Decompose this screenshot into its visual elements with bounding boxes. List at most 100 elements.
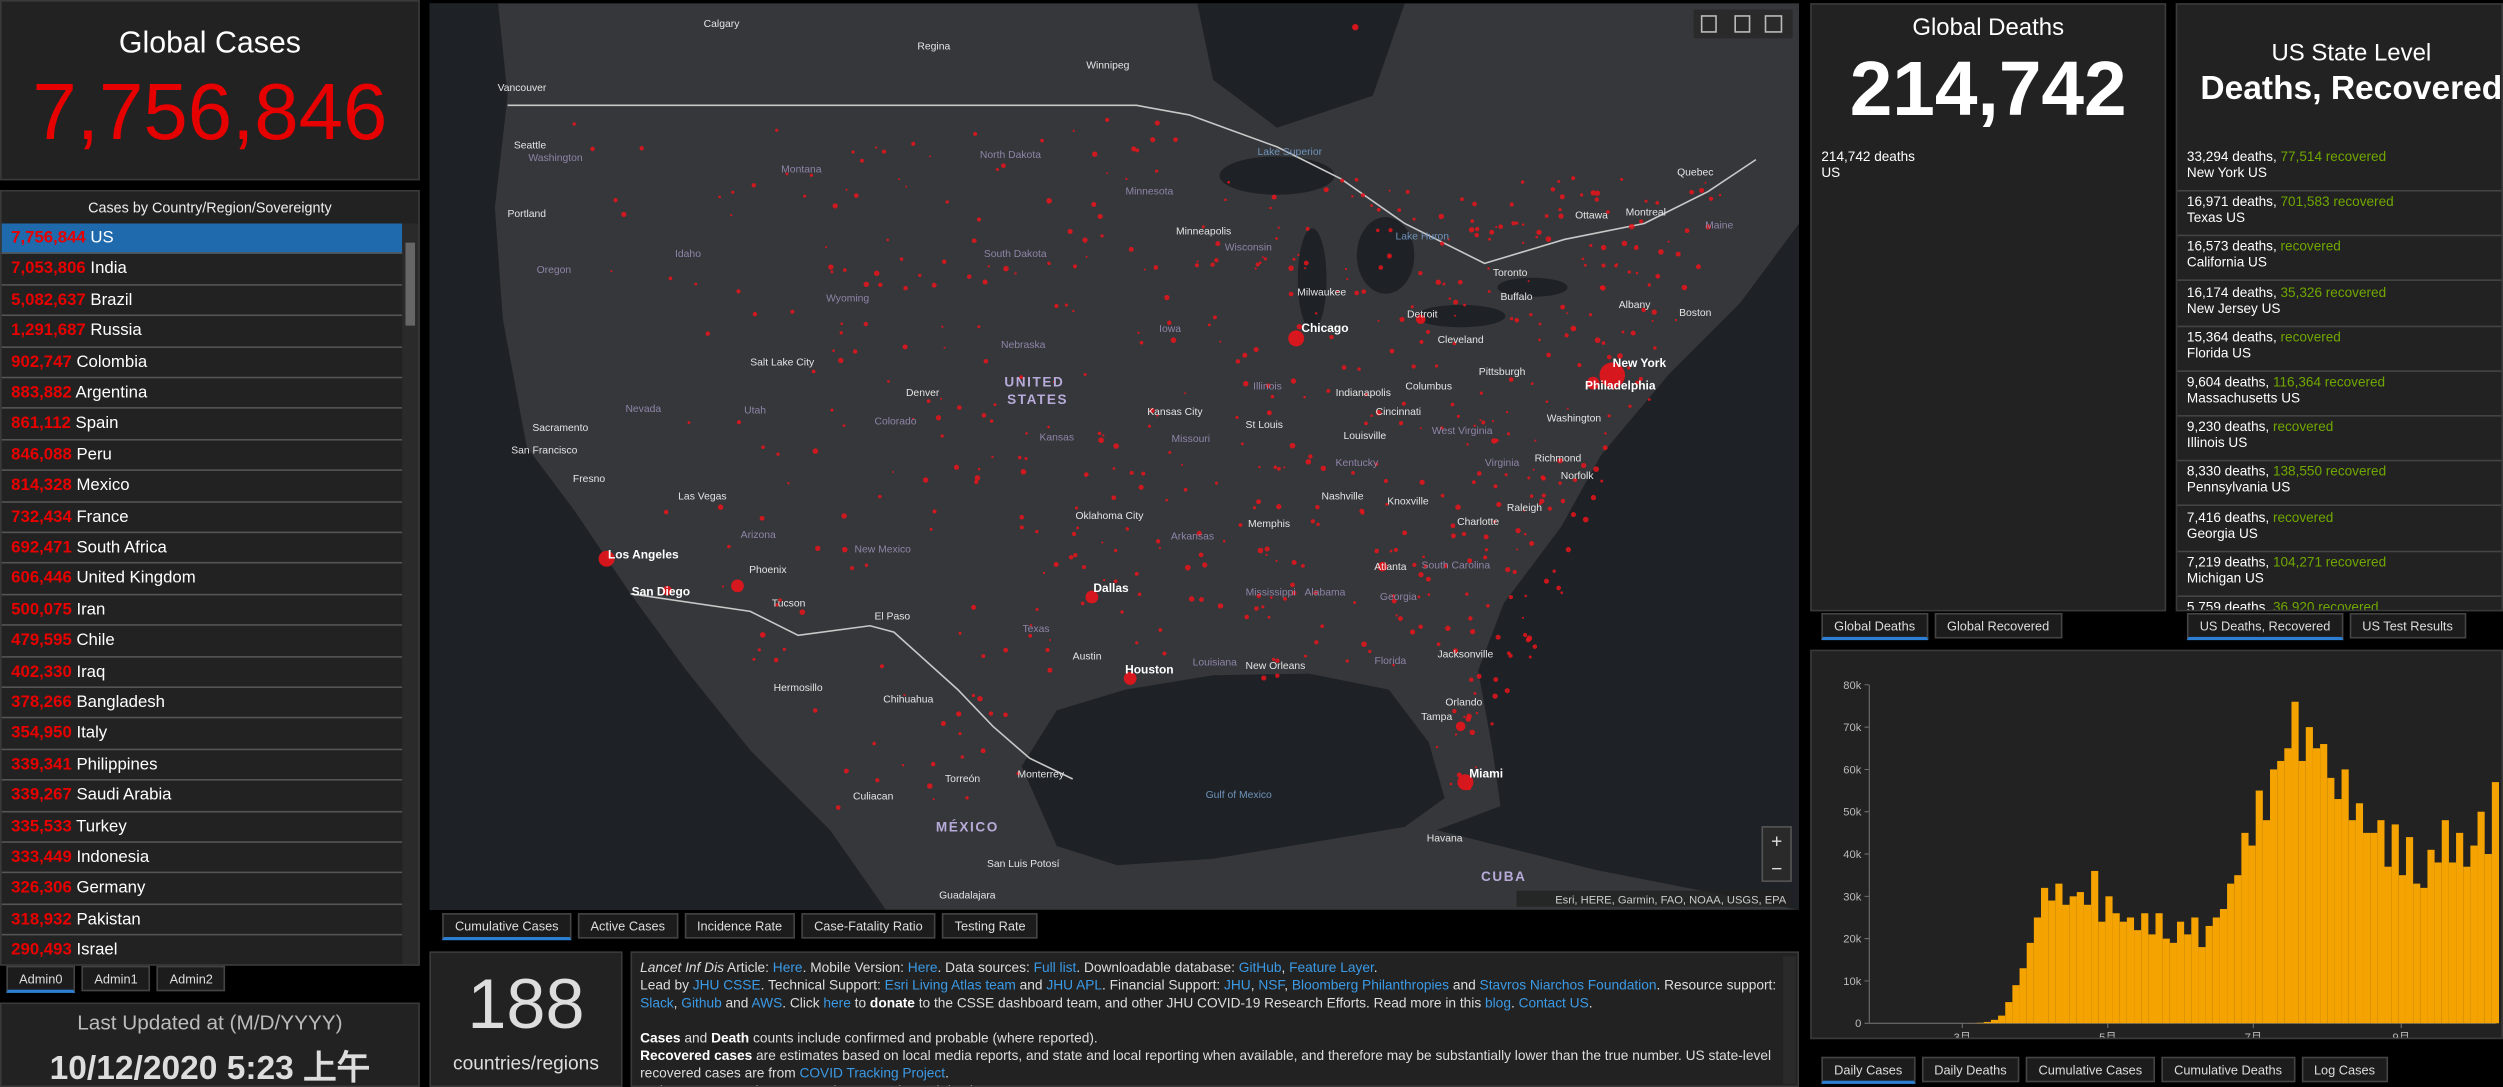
case-dot (811, 369, 816, 374)
case-dot (977, 695, 983, 702)
link[interactable]: AWS (751, 994, 783, 1011)
country-row[interactable]: 339,267 Saudi Arabia (1, 781, 403, 812)
case-dot (977, 325, 981, 329)
country-row[interactable]: 339,341 Philippines (1, 750, 403, 781)
link[interactable]: here (823, 994, 851, 1011)
country-row[interactable]: 378,266 Bangladesh (1, 688, 403, 719)
case-dot (1345, 659, 1349, 663)
case-dot (799, 609, 806, 616)
country-row[interactable]: 902,747 Colombia (1, 347, 403, 379)
country-row[interactable]: 5,082,637 Brazil (1, 285, 403, 317)
case-dot (1475, 711, 1479, 715)
case-dot (1457, 774, 1474, 791)
country-row[interactable]: 606,446 United Kingdom (1, 564, 403, 596)
y-tick-label: 40k (1843, 849, 1861, 861)
country-row[interactable]: 479,595 Chile (1, 626, 403, 658)
tab[interactable]: Admin1 (81, 965, 151, 992)
tab[interactable]: US Test Results (2349, 612, 2466, 639)
country-row[interactable]: 335,533 Turkey (1, 812, 403, 843)
link[interactable]: Stavros Niarchos Foundation (1479, 976, 1657, 993)
link[interactable]: Here (907, 959, 938, 976)
link[interactable]: GitHub (1238, 959, 1282, 976)
tab[interactable]: Case-Fatality Ratio (801, 913, 936, 939)
link[interactable]: Full list (1033, 959, 1077, 976)
case-dot (1244, 614, 1250, 620)
info-scrollbar[interactable] (1783, 956, 1796, 1084)
link[interactable]: JHU APL (1046, 976, 1103, 993)
tab[interactable]: Daily Cases (1821, 1056, 1916, 1084)
case-dot (1455, 721, 1466, 732)
tab[interactable]: Daily Deaths (1921, 1056, 2020, 1083)
case-dot (1440, 426, 1444, 430)
tab[interactable]: Admin2 (156, 965, 226, 992)
map[interactable]: Calgary Regina Winnipeg Vancouver Seattle Was… (429, 3, 1800, 910)
link[interactable]: Github (681, 994, 722, 1011)
case-dot (1183, 487, 1188, 492)
tab[interactable]: Active Cases (577, 913, 678, 939)
country-row[interactable]: 402,330 Iraq (1, 657, 403, 688)
basemap-button[interactable] (1764, 15, 1783, 33)
country-row[interactable]: 500,075 Iran (1, 595, 403, 627)
tab[interactable]: Global Recovered (1934, 612, 2063, 639)
country-row[interactable]: 692,471 South Africa (1, 533, 403, 565)
scrollbar[interactable] (402, 223, 419, 965)
tab[interactable]: Cumulative Deaths (2161, 1056, 2295, 1083)
link[interactable]: Slack (640, 994, 674, 1011)
tab[interactable]: Cumulative Cases (442, 913, 572, 941)
tab[interactable]: Testing Rate (941, 913, 1039, 939)
case-dot (958, 732, 962, 736)
country-row[interactable]: 7,756,844 US (1, 223, 403, 255)
tab[interactable]: Admin0 (6, 965, 76, 993)
tab[interactable]: Cumulative Cases (2025, 1056, 2155, 1083)
country-row[interactable]: 318,932 Pakistan (1, 905, 403, 936)
country-row[interactable]: 7,053,806 India (1, 254, 403, 286)
link[interactable]: JHU (1224, 976, 1251, 993)
map-label: Idaho (675, 249, 701, 260)
link[interactable]: NSF (1258, 976, 1285, 993)
map-label: Alabama (1304, 587, 1345, 598)
link[interactable]: COVID Tracking Project (799, 1064, 946, 1081)
link[interactable]: Bloomberg Philanthropies (1291, 976, 1450, 993)
country-row[interactable]: 846,088 Peru (1, 440, 403, 472)
case-dot (1468, 227, 1475, 233)
case-dot (1442, 282, 1446, 286)
case-dot (1515, 527, 1521, 534)
case-dot (1699, 187, 1705, 193)
zoom-in[interactable]: + (1771, 832, 1782, 853)
link[interactable]: Esri Living Atlas team (884, 976, 1016, 993)
country-row[interactable]: 883,882 Argentina (1, 378, 403, 410)
case-dot (1469, 629, 1476, 635)
tab[interactable]: Global Deaths (1821, 612, 1928, 641)
case-dot (1483, 555, 1488, 560)
country-row[interactable]: 1,291,687 Russia (1, 316, 403, 348)
border-mexico (630, 593, 1074, 780)
case-dot (1388, 228, 1393, 233)
bar (2126, 917, 2135, 1024)
case-dot (1509, 317, 1514, 321)
case-dot (1054, 303, 1059, 309)
link[interactable]: blog (1485, 994, 1511, 1011)
x-tick-label: 3月 (1954, 1032, 1971, 1039)
link[interactable]: JHU CSSE (692, 976, 761, 993)
country-row[interactable]: 354,950 Italy (1, 719, 403, 750)
link[interactable]: Feature Layer (1289, 959, 1374, 976)
scroll-thumb[interactable] (405, 242, 416, 326)
link[interactable]: Here (772, 959, 803, 976)
country-row[interactable]: 732,434 France (1, 502, 403, 534)
zoom-out[interactable]: − (1771, 859, 1782, 880)
map-label: San Francisco (511, 445, 577, 456)
legend-button[interactable] (1734, 15, 1751, 33)
bookmark-button[interactable] (1700, 15, 1717, 33)
tab[interactable]: US Deaths, Recovered (2186, 612, 2344, 641)
state-deaths: 5,759 deaths, (2186, 598, 2270, 612)
country-row[interactable]: 333,449 Indonesia (1, 843, 403, 874)
country-row[interactable]: 326,306 Germany (1, 874, 403, 905)
case-dot (1100, 234, 1104, 238)
country-row[interactable]: 861,112 Spain (1, 409, 403, 441)
tab[interactable]: Incidence Rate (684, 913, 795, 939)
country-row[interactable]: 814,328 Mexico (1, 471, 403, 503)
country-row[interactable]: 290,493 Israel (2, 936, 403, 964)
tab[interactable]: Log Cases (2301, 1056, 2388, 1083)
link[interactable]: Contact US (1518, 994, 1589, 1011)
country-count: 606,446 (11, 568, 72, 589)
